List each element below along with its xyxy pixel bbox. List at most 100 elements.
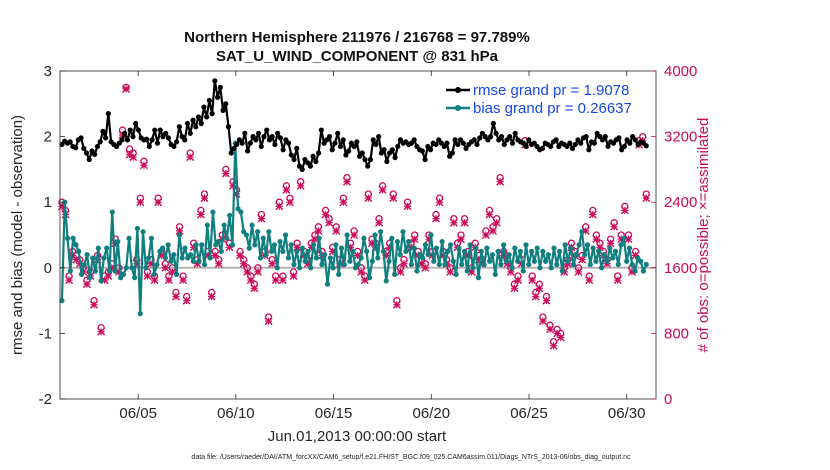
bias-point [503,258,510,264]
bias-point [498,261,504,268]
bias-point [350,248,356,254]
bias-point [461,248,468,254]
rmse-point [419,148,425,154]
obs-assimilated-point [538,317,547,326]
bias-point [492,271,498,277]
obs-assimilated-point [396,267,405,276]
obs-assimilated-point [314,226,323,235]
bias-point [478,248,484,254]
obs-assimilated-point [535,284,544,293]
bias-point [266,229,272,235]
bias-point [104,245,110,251]
rmse-point [294,145,300,152]
bias-point [378,229,384,235]
rmse-point [359,150,365,156]
rmse-point [346,148,352,154]
rmse-point [337,143,344,150]
bias-point [621,235,627,241]
obs-assimilated-point [321,210,330,219]
rmse-point [198,120,204,127]
rmse-point [627,140,633,146]
rmse-point [176,124,182,130]
bias-point [626,245,633,251]
bias-point [640,268,647,274]
bias-point [380,248,387,254]
bias-point [523,242,529,248]
bias-point [573,252,579,258]
bias-point [565,258,571,264]
rmse-point [526,137,532,143]
bias-point [411,245,417,251]
obs-assimilated-point [104,272,113,280]
bias-point [425,252,431,258]
rmse-point [92,151,98,157]
obs-assimilated-point [122,85,131,94]
obs-assimilated-point [513,276,522,285]
obs-assimilated-point [214,259,223,268]
obs-assimilated-point [97,327,106,336]
rmse-point [94,143,101,150]
bias-point [520,268,526,274]
obs-assimilated-point [325,218,334,227]
y-tick-label: -2 [39,391,52,408]
bias-point [358,255,364,261]
rmse-point [280,147,286,153]
bias-point [280,248,286,254]
bias-point [263,252,269,258]
obs-assimilated-point [182,296,191,305]
bias-point [134,225,141,232]
bias-point [431,258,437,264]
bias-point [618,242,624,248]
rmse-point [329,147,335,153]
bias-point [246,245,252,251]
bias-point [489,252,496,258]
legend-rmse-marker [455,87,461,93]
obs-assimilated-point [574,267,583,276]
bias-point [495,248,501,254]
y-tick-label: 3 [44,63,52,80]
bias-point [95,245,101,251]
bias-point [173,271,180,277]
rmse-point [133,120,139,127]
rmse-point [365,163,371,169]
rmse-point [395,143,401,150]
obs-assimilated-point [378,185,387,194]
obs-assimilated-point [492,218,501,227]
bias-point [392,271,398,277]
bias-point [78,271,85,277]
rmse-point [362,156,368,163]
rmse-point [548,143,554,150]
rmse-point [471,137,477,143]
y-right-tick-label: 2400 [664,194,697,211]
obs-assimilated-point [449,218,458,227]
x-axis: 06/05 06/10 06/15 06/20 06/25 06/30 [119,71,645,422]
bias-point [154,261,160,268]
obs-assimilated-point [282,185,291,194]
bias-point [584,242,591,248]
bias-point [576,242,582,248]
bias-point [540,248,546,254]
obs-assimilated-point [357,267,366,276]
bias-point [201,261,208,268]
rmse-point [182,137,188,143]
bias-point [400,229,406,235]
rmse-point [449,150,455,156]
y-tick-label: 2 [44,129,52,146]
bias-point [59,298,65,304]
bias-point [447,242,454,248]
bias-point [260,235,266,241]
obs-assimilated-point [399,259,408,268]
obs-assimilated-point [342,177,351,186]
bias-point [582,252,588,258]
obs-assimilated-point [211,251,220,260]
rmse-point [239,140,245,146]
bias-point [369,258,375,264]
bias-point [109,209,115,215]
obs-assimilated-point [236,251,245,260]
bias-point [98,278,104,284]
rmse-point [193,124,199,130]
obs-assimilated-point [542,296,551,305]
bias-point [123,265,129,271]
obs-assimilated-point [164,276,173,285]
rmse-point [452,137,458,143]
